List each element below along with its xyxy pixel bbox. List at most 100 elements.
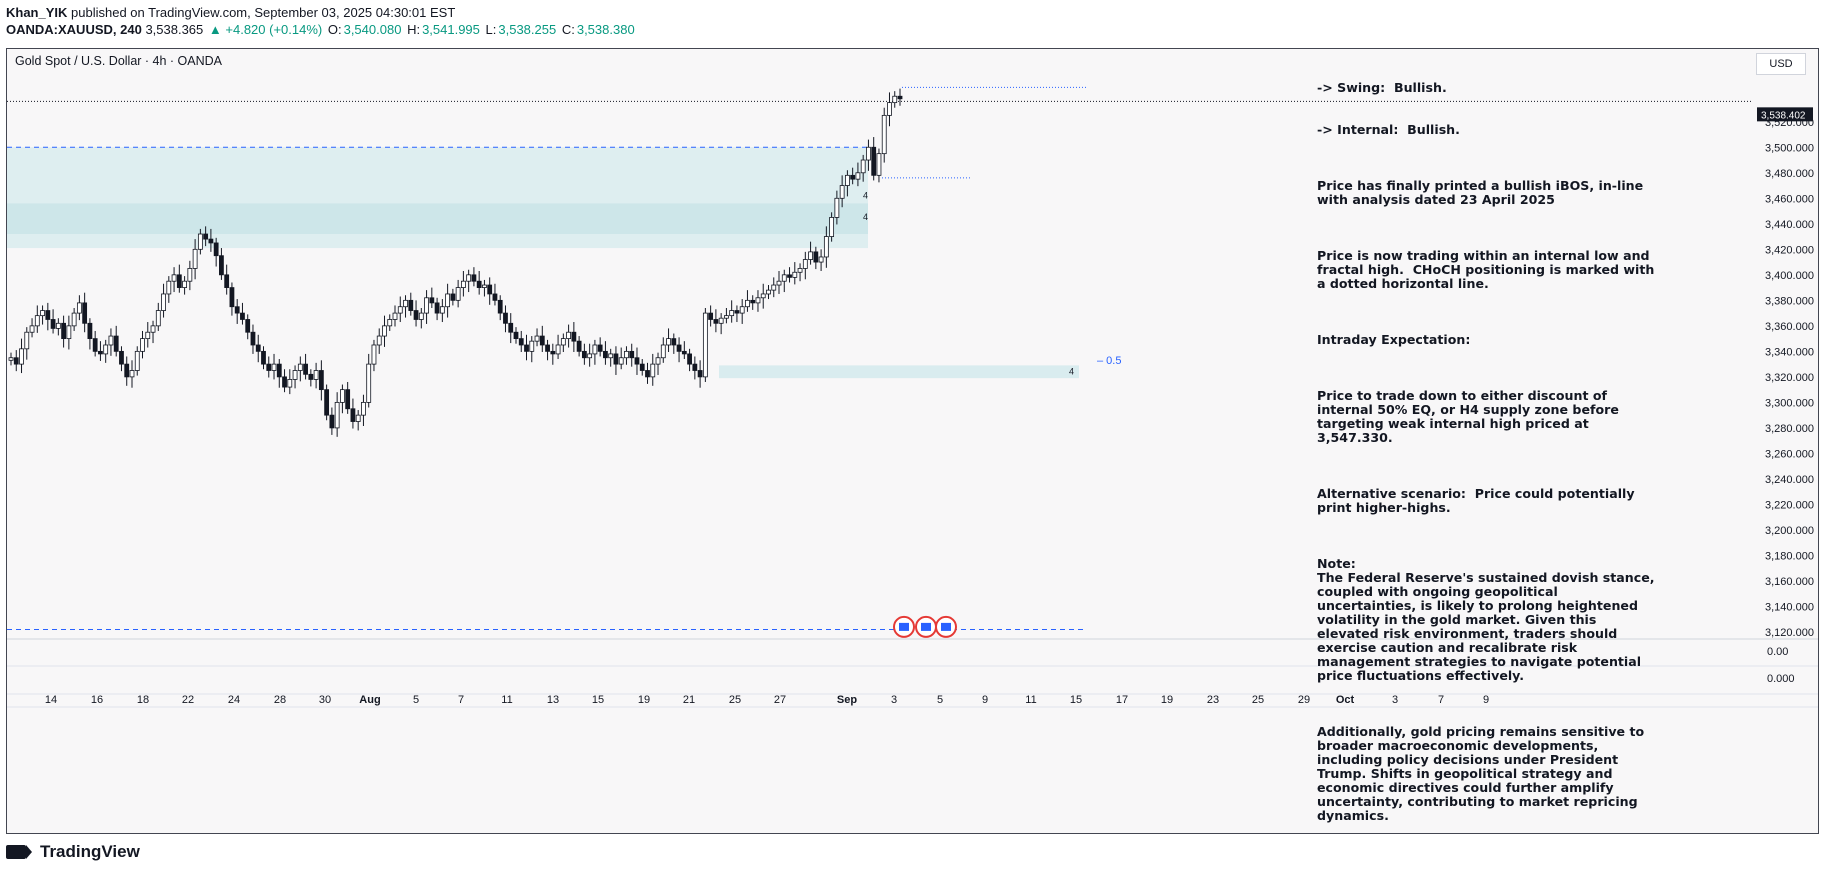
candle-up <box>892 95 898 104</box>
candle-down <box>303 363 308 375</box>
candle-down <box>224 274 230 288</box>
x-tick-label: Oct <box>1336 694 1355 706</box>
sub-tick-label: 0.00 <box>1767 646 1788 658</box>
x-tick-label: 18 <box>137 694 149 706</box>
candle-down <box>345 389 351 410</box>
x-tick-label: Aug <box>359 694 380 706</box>
analysis-paragraph-7: Additionally, gold pricing remains sensi… <box>1317 724 1649 823</box>
flag-icon <box>941 622 951 631</box>
candle-up <box>745 299 750 308</box>
y-tick-label: 3,500.000 <box>1765 142 1814 154</box>
candle-up <box>182 280 187 288</box>
candle-down <box>687 353 692 365</box>
y-tick-label: 3,220.000 <box>1765 499 1814 511</box>
candle-down <box>45 310 51 320</box>
candle-down <box>576 340 582 352</box>
candle-up <box>797 268 803 273</box>
candle-down <box>255 344 261 352</box>
candle-down <box>87 322 93 340</box>
candle-down <box>713 319 719 324</box>
y-tick-label: 3,340.000 <box>1765 346 1814 358</box>
candle-up <box>455 287 461 301</box>
candle-up <box>808 251 813 260</box>
candle-up <box>187 268 193 282</box>
candle-down <box>629 350 635 359</box>
x-tick-label: 25 <box>1252 694 1264 706</box>
candle-up <box>161 293 166 311</box>
candlestick-chart[interactable]: 444– 0.53,520.0003,500.0003,480.0003,460… <box>7 49 1819 834</box>
x-tick-label: 19 <box>638 694 650 706</box>
candle-down <box>539 335 545 346</box>
x-tick-label: 24 <box>228 694 240 706</box>
candle-down <box>234 306 240 314</box>
candle-up <box>55 322 61 329</box>
y-tick-label: 3,200.000 <box>1765 525 1814 537</box>
x-tick-label: 16 <box>91 694 103 706</box>
candle-down <box>497 299 503 314</box>
candle-up <box>860 159 866 174</box>
candle-down <box>318 370 324 391</box>
candle-down <box>350 408 356 422</box>
candle-down <box>245 319 251 333</box>
candle-up <box>881 114 887 155</box>
candle-up <box>129 370 135 378</box>
candle-up <box>387 319 393 327</box>
x-tick-label: Sep <box>837 694 857 706</box>
candle-up <box>555 344 561 355</box>
candle-up <box>866 146 871 161</box>
y-tick-label: 3,480.000 <box>1765 168 1814 180</box>
currency-selector[interactable]: USD <box>1756 53 1806 75</box>
open-label: O: <box>327 22 342 37</box>
candle-down <box>681 350 687 355</box>
x-tick-label: 3 <box>1392 694 1398 706</box>
zone-label: 4 <box>1069 366 1074 376</box>
x-tick-label: 9 <box>982 694 988 706</box>
author-name[interactable]: Khan_YIK <box>6 5 68 20</box>
candle-up <box>29 325 35 333</box>
candle-up <box>403 299 408 308</box>
candle-up <box>418 312 424 320</box>
x-tick-label: 9 <box>1483 694 1489 706</box>
candle-down <box>645 370 650 378</box>
candle-up <box>424 297 429 314</box>
close-label: C: <box>561 22 575 37</box>
candle-down <box>671 338 677 346</box>
candle-down <box>61 322 67 340</box>
candle-down <box>639 363 645 371</box>
tradingview-brand[interactable]: TradingView <box>6 840 140 864</box>
flag-icon <box>899 622 909 631</box>
candle-down <box>708 312 714 320</box>
price-tag-label: 3,538.402 <box>1761 110 1806 121</box>
candle-up <box>145 331 151 340</box>
sub-tick-label: 0.000 <box>1767 673 1795 685</box>
candle-up <box>655 357 661 365</box>
y-tick-label: 3,140.000 <box>1765 601 1814 613</box>
candle-up <box>887 102 892 116</box>
candle-down <box>276 363 282 378</box>
analysis-text-block: -> Swing: Bullish. -> Internal: Bullish.… <box>1317 53 1659 833</box>
x-tick-label: 30 <box>319 694 331 706</box>
candle-up <box>482 284 487 288</box>
alternative-scenario: Alternative scenario: Price could potent… <box>1317 486 1639 515</box>
candle-up <box>355 414 361 422</box>
analysis-paragraph-2: Price is now trading within an internal … <box>1317 248 1659 291</box>
candle-down <box>329 414 335 429</box>
y-tick-label: 3,380.000 <box>1765 295 1814 307</box>
candle-up <box>108 335 114 346</box>
candle-down <box>734 310 740 314</box>
y-tick-label: 3,160.000 <box>1765 576 1814 588</box>
low-label: L: <box>485 22 497 37</box>
candle-down <box>176 274 182 288</box>
x-tick-label: 15 <box>592 694 604 706</box>
candle-up <box>366 363 372 403</box>
candle-up <box>618 357 624 365</box>
chart-pane[interactable]: 4 4 4– 0.5 3,520.000 3,500.000 3,480.000 3,460… <box>6 48 1819 834</box>
candle-up <box>739 306 745 314</box>
candle-down <box>471 274 477 282</box>
candle-up <box>566 331 571 340</box>
candle-up <box>666 338 671 346</box>
candle-up <box>361 401 366 416</box>
candle-up <box>40 310 45 317</box>
candle-down <box>324 389 330 416</box>
candle-down <box>98 350 103 355</box>
